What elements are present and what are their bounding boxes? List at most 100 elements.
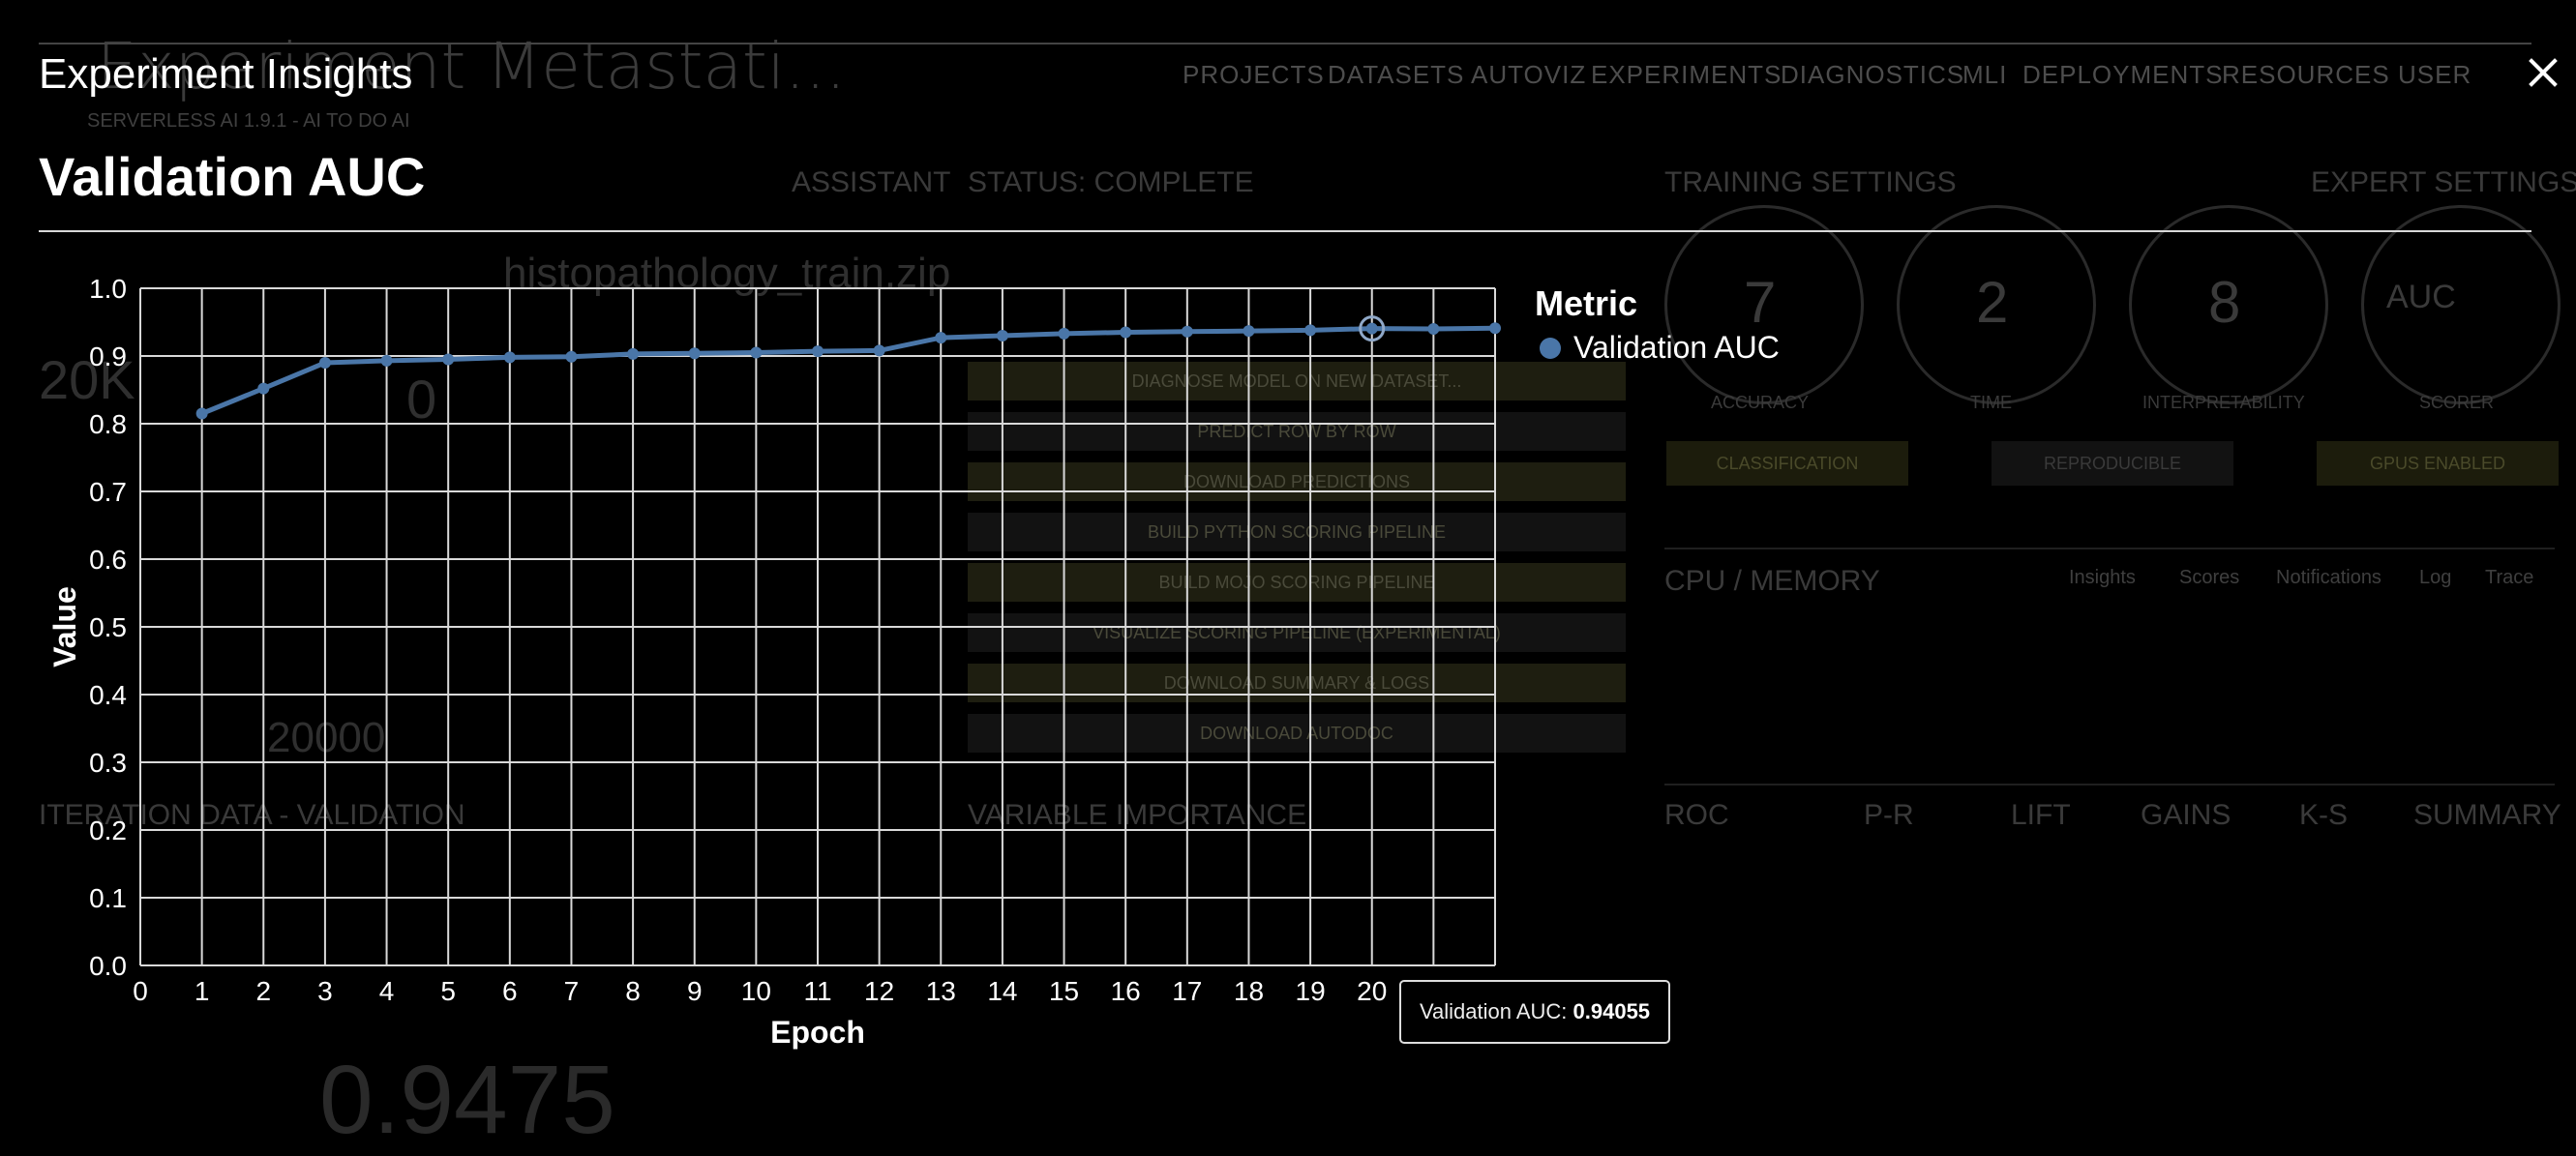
x-tick-label: 7 (564, 976, 580, 1006)
x-tick-label: 20 (1357, 976, 1387, 1006)
data-point[interactable] (627, 347, 640, 360)
data-point[interactable] (442, 353, 455, 366)
x-tick-labels: 012345678910111213141516171819202122 (133, 976, 1510, 1006)
nav-resources[interactable]: RESOURCES (2222, 60, 2390, 89)
modal-top-rule (39, 43, 2531, 44)
y-tick-label: 0.1 (89, 883, 127, 913)
hover-point[interactable] (1359, 315, 1386, 342)
y-tick-label: 0.9 (89, 341, 127, 371)
nav-mli[interactable]: MLI (1962, 60, 2008, 89)
chart-title: Validation AUC (39, 146, 426, 207)
classification-badge[interactable]: CLASSIFICATION (1666, 441, 1908, 486)
divider (1664, 784, 2555, 785)
download-summary-button[interactable]: DOWNLOAD SUMMARY & LOGS (968, 664, 1626, 702)
x-tick-label: 3 (317, 976, 333, 1006)
predict-row-button[interactable]: PREDICT ROW BY ROW (968, 412, 1626, 451)
x-tick-label: 0 (133, 976, 148, 1006)
x-tick-label: 5 (440, 976, 456, 1006)
time-dial[interactable] (1897, 205, 2096, 404)
pr-tab[interactable]: P-R (1864, 799, 1914, 831)
data-point[interactable] (812, 345, 824, 358)
expert-settings-button[interactable]: EXPERT SETTINGS (2311, 166, 2576, 198)
iterations-value: 20000 (267, 714, 386, 761)
legend-entry[interactable]: Validation AUC (1573, 330, 1780, 365)
data-point[interactable] (195, 407, 208, 420)
series-line (200, 325, 1496, 416)
chart-grid (139, 287, 1496, 966)
y-tick-label: 0.4 (89, 680, 127, 710)
scorer-label: SCORER (2419, 393, 2495, 412)
x-tick-label: 16 (1111, 976, 1141, 1006)
cpu-tab-notifications[interactable]: Notifications (2276, 567, 2381, 588)
tooltip-value: 0.94055 (1573, 999, 1651, 1023)
data-point[interactable] (688, 347, 701, 360)
y-tick-label: 0.2 (89, 815, 127, 845)
data-point[interactable] (1365, 322, 1378, 335)
nav-projects[interactable]: PROJECTS (1183, 60, 1325, 89)
x-tick-label: 8 (625, 976, 641, 1006)
interpretability-label: INTERPRETABILITY (2142, 393, 2305, 412)
data-point[interactable] (1120, 326, 1132, 339)
time-label: TIME (1970, 393, 2012, 412)
x-tick-label: 13 (926, 976, 956, 1006)
y-tick-label: 0.5 (89, 612, 127, 642)
data-point[interactable] (1427, 323, 1440, 335)
data-point[interactable] (257, 382, 270, 395)
nav-datasets[interactable]: DATASETS (1328, 60, 1465, 89)
x-tick-label: 1 (195, 976, 210, 1006)
download-predictions-button[interactable]: DOWNLOAD PREDICTIONS (968, 462, 1626, 501)
cpu-tab-log[interactable]: Log (2419, 567, 2452, 588)
data-point[interactable] (1304, 324, 1317, 337)
data-point[interactable] (935, 332, 947, 344)
scorer-dial[interactable] (2361, 205, 2561, 404)
y-axis-label: Value (47, 586, 82, 667)
data-point[interactable] (1489, 322, 1501, 335)
build-mojo-pipeline-button[interactable]: BUILD MOJO SCORING PIPELINE (968, 563, 1626, 602)
data-point[interactable] (750, 346, 763, 359)
assistant-label[interactable]: ASSISTANT (792, 166, 951, 198)
data-point[interactable] (503, 351, 516, 364)
reproducible-badge[interactable]: REPRODUCIBLE (1992, 441, 2233, 486)
data-point[interactable] (1058, 327, 1070, 340)
nav-experiments[interactable]: EXPERIMENTS (1591, 60, 1782, 89)
dropped-value: 0 (406, 369, 437, 430)
app-title: Experiment Metastati... (97, 29, 847, 104)
nav-diagnostics[interactable]: DIAGNOSTICS (1781, 60, 1965, 89)
accuracy-dial[interactable] (1664, 205, 1864, 404)
y-tick-label: 0.3 (89, 748, 127, 778)
validation-auc-chart: 012345678910111213141516171819202122 0.0… (47, 274, 1780, 1050)
roc-tab[interactable]: ROC (1664, 799, 1729, 831)
data-point[interactable] (996, 330, 1008, 341)
nav-user[interactable]: USER (2398, 60, 2472, 89)
data-point[interactable] (318, 357, 331, 369)
tooltip-label: Validation AUC: (1419, 999, 1568, 1023)
cpu-tab-trace[interactable]: Trace (2485, 567, 2534, 588)
y-tick-labels: 0.0 0.1 0.2 0.3 0.4 0.5 0.6 0.7 0.8 0.9 1.0 (89, 274, 127, 981)
legend-title: Metric (1535, 283, 1637, 323)
y-tick-label: 0.7 (89, 477, 127, 507)
y-tick-label: 0.0 (89, 951, 127, 981)
summary-tab[interactable]: SUMMARY (2413, 799, 2561, 831)
interpretability-dial[interactable] (2129, 205, 2328, 404)
divider (1664, 548, 2555, 549)
y-tick-label: 0.8 (89, 409, 127, 439)
variable-importance-label: VARIABLE IMPORTANCE (968, 799, 1307, 831)
gpus-enabled-badge[interactable]: GPUS ENABLED (2317, 441, 2559, 486)
data-point[interactable] (873, 344, 885, 357)
ks-tab[interactable]: K-S (2299, 799, 2349, 831)
cpu-tab-scores[interactable]: Scores (2179, 567, 2240, 588)
tooltip: Validation AUC: 0.94055 (1399, 980, 1670, 1044)
status-label: STATUS: COMPLETE (968, 166, 1254, 198)
x-tick-label: 4 (379, 976, 395, 1006)
lift-tab[interactable]: LIFT (2011, 799, 2071, 831)
diagnose-model-button[interactable]: DIAGNOSE MODEL ON NEW DATASET... (968, 362, 1626, 400)
data-point[interactable] (565, 350, 578, 363)
gains-tab[interactable]: GAINS (2141, 799, 2232, 831)
modal-title: Experiment Insights (39, 50, 413, 98)
nav-autoviz[interactable]: AUTOVIZ (1471, 60, 1587, 89)
data-point[interactable] (1243, 325, 1255, 338)
nav-deployments[interactable]: DEPLOYMENTS (2022, 60, 2224, 89)
cpu-tab-insights[interactable]: Insights (2069, 567, 2136, 588)
data-point[interactable] (1181, 325, 1193, 338)
data-point[interactable] (380, 354, 393, 367)
